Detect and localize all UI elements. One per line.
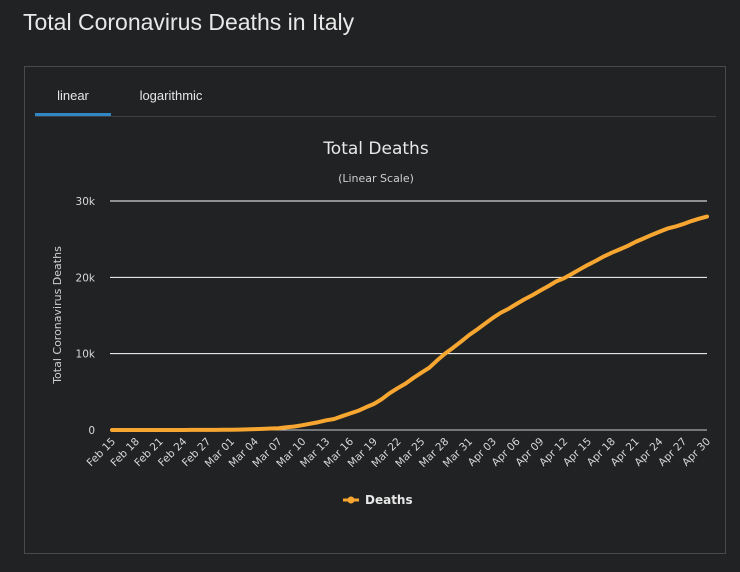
y-tick-label: 20k xyxy=(76,272,96,284)
chart-panel: linear logarithmic Total Deaths (Linear … xyxy=(24,66,726,554)
y-tick-label: 30k xyxy=(76,196,96,208)
legend-label-deaths: Deaths xyxy=(365,493,413,507)
scale-tabs: linear logarithmic xyxy=(35,67,716,117)
legend[interactable]: Deaths xyxy=(343,493,413,507)
y-tick-label: 10k xyxy=(76,349,96,361)
line-chart: Total Deaths (Linear Scale) Total Corona… xyxy=(51,139,713,507)
tab-linear[interactable]: linear xyxy=(35,67,111,116)
series-line-deaths xyxy=(110,214,709,432)
page-title: Total Coronavirus Deaths in Italy xyxy=(23,9,355,35)
legend-marker xyxy=(347,496,355,504)
y-axis-label: Total Coronavirus Deaths xyxy=(51,246,64,385)
chart-subtitle: (Linear Scale) xyxy=(338,172,414,185)
tab-logarithmic[interactable]: logarithmic xyxy=(139,88,203,103)
chart-title: Total Deaths xyxy=(322,139,429,159)
y-tick-label: 0 xyxy=(88,425,95,437)
